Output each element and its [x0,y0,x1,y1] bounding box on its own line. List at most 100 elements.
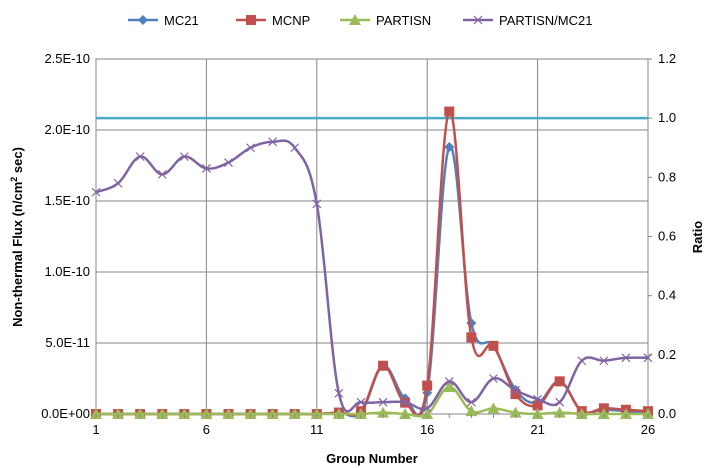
data-point [444,377,454,386]
data-point [178,408,191,419]
legend-marker [138,15,148,25]
data-point [422,403,432,413]
legend-marker [473,15,483,25]
data-point [135,152,145,162]
series-partisn-mc21 [91,137,653,413]
y-left-tick-label: 2.0E-10 [44,122,90,137]
data-point [533,394,543,404]
y-left-tick-label: 1.5E-10 [44,193,90,208]
y-right-tick-label: 0.6 [658,229,676,244]
y-axis-right-label: Ratio [690,221,705,254]
data-point [555,397,565,407]
data-point [510,389,521,400]
data-point [511,385,520,395]
series-mcnp [91,106,653,419]
y-right-tick-label: 0.0 [658,406,676,421]
y-right-tick-label: 0.4 [658,288,676,303]
data-point [312,199,322,209]
data-point [509,406,522,418]
y-left-tick-label: 0.0E+00 [41,406,90,421]
data-point [599,356,609,366]
data-point [334,388,344,398]
data-point [444,106,455,117]
data-point [554,376,565,387]
series-line [95,145,649,418]
legend-marker [246,15,256,25]
x-tick-label: 16 [420,422,434,437]
data-point [465,405,478,417]
plot-area [95,58,649,415]
x-tick-label: 6 [203,422,210,437]
data-point [157,169,167,179]
y-left-tick-label: 5.0E-11 [45,335,90,350]
legend: MC21 MCNP PARTISN PARTISN/MC21 [128,13,592,28]
y-left-tick-label: 1.0E-10 [44,264,90,279]
data-point [288,408,301,419]
x-tick-label: 1 [92,422,99,437]
data-point [444,142,455,153]
x-tick-label: 21 [530,422,544,437]
data-point [466,397,476,407]
data-point [466,332,477,343]
data-point [91,187,101,197]
legend-label: PARTISN/MC21 [499,13,592,28]
y-right-tick-label: 1.2 [658,51,676,66]
series-mc21 [91,142,653,419]
data-point [134,408,147,419]
series-group [90,106,654,419]
data-point [619,408,632,419]
data-point [597,408,610,419]
data-point [577,356,587,366]
data-point [246,143,255,153]
legend-label: MCNP [272,13,310,28]
data-point [222,408,235,419]
series-line [95,139,649,413]
x-tick-label: 26 [641,422,655,437]
y-axis-left-label: Non-thermal Flux (n/cm2 sec) [9,147,25,327]
data-point [332,408,345,419]
data-point [354,408,367,419]
y-right-tick-label: 1.0 [658,110,676,125]
y-left-tick-label: 2.5E-10 [44,51,90,66]
y-right-tick-label: 0.2 [658,347,676,362]
data-point [422,380,433,391]
y-axis-left-label-main: Non-thermal Flux (n/cm [10,182,25,327]
data-point [200,408,213,419]
data-point [531,408,544,419]
data-point [266,408,279,419]
data-point [356,397,366,407]
data-point [90,408,102,419]
x-axis-label: Group Number [326,451,418,466]
data-point [621,353,631,363]
y-right-tick-label: 0.8 [658,169,676,184]
legend-label: PARTISN [376,13,431,28]
data-point [378,397,388,407]
legend-item: MC21 [128,13,199,28]
grid [95,58,649,415]
data-point [489,374,498,383]
data-point [113,178,123,188]
data-point [443,381,456,393]
data-point [553,406,566,418]
legend-label: MC21 [164,13,199,28]
data-point [487,402,500,414]
data-point [244,408,257,419]
data-point [399,408,412,419]
data-point [378,360,389,371]
data-point [290,143,300,153]
legend-item: PARTISN [340,13,431,28]
x-tick-label: 11 [310,422,324,437]
data-point [112,408,125,419]
y-axis-left-label-tail: sec) [10,147,25,177]
legend-marker [349,14,361,25]
data-point [268,137,278,147]
legend-item: PARTISN/MC21 [463,13,592,28]
y-axis-left-label-sup: 2 [9,177,19,182]
data-point [224,158,233,167]
series-partisn [90,381,654,419]
data-point [377,406,390,418]
series-line [95,110,649,417]
data-point [201,164,211,173]
data-point [310,408,323,419]
